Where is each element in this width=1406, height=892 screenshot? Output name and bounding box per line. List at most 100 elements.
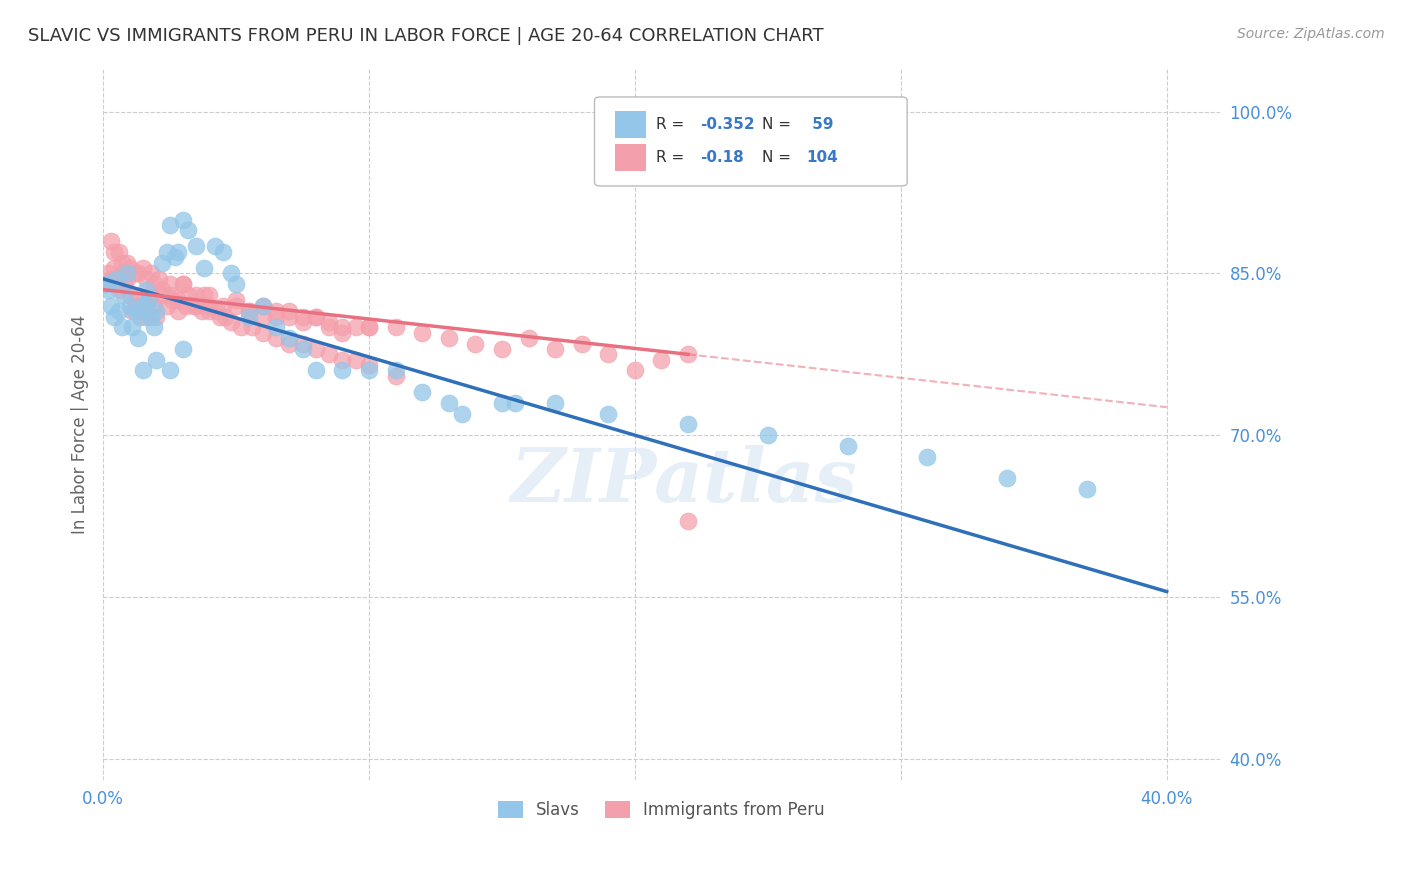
Slavs (291, 342, 314, 356)
Slavs (995, 471, 1018, 485)
Slavs (332, 363, 354, 377)
Immigrants from Peru (384, 368, 406, 383)
Slavs (503, 396, 526, 410)
Slavs (837, 439, 859, 453)
Immigrants from Peru (332, 352, 354, 367)
Slavs (172, 342, 194, 356)
Immigrants from Peru (136, 293, 159, 308)
Slavs (159, 218, 181, 232)
Immigrants from Peru (132, 299, 155, 313)
Immigrants from Peru (676, 515, 699, 529)
Immigrants from Peru (166, 293, 188, 308)
Slavs (111, 320, 134, 334)
Immigrants from Peru (142, 277, 165, 292)
Immigrants from Peru (650, 352, 672, 367)
Immigrants from Peru (186, 288, 208, 302)
Immigrants from Peru (118, 288, 141, 302)
Slavs (108, 304, 131, 318)
Immigrants from Peru (127, 299, 149, 313)
Slavs (177, 223, 200, 237)
Immigrants from Peru (318, 347, 340, 361)
Immigrants from Peru (211, 299, 233, 313)
Slavs (211, 244, 233, 259)
Slavs (238, 310, 260, 324)
Text: R =: R = (657, 117, 689, 132)
Immigrants from Peru (115, 272, 138, 286)
Immigrants from Peru (332, 326, 354, 340)
Slavs (278, 331, 301, 345)
Text: SLAVIC VS IMMIGRANTS FROM PERU IN LABOR FORCE | AGE 20-64 CORRELATION CHART: SLAVIC VS IMMIGRANTS FROM PERU IN LABOR … (28, 27, 824, 45)
Slavs (145, 352, 167, 367)
Immigrants from Peru (291, 310, 314, 324)
Slavs (252, 299, 274, 313)
Slavs (139, 310, 162, 324)
Slavs (129, 310, 152, 324)
Immigrants from Peru (121, 304, 143, 318)
Immigrants from Peru (214, 310, 236, 324)
Immigrants from Peru (108, 244, 131, 259)
Slavs (145, 304, 167, 318)
Immigrants from Peru (598, 347, 620, 361)
Immigrants from Peru (225, 293, 247, 308)
Immigrants from Peru (115, 255, 138, 269)
Immigrants from Peru (108, 283, 131, 297)
Immigrants from Peru (305, 310, 328, 324)
Immigrants from Peru (384, 320, 406, 334)
Immigrants from Peru (135, 310, 157, 324)
Slavs (225, 277, 247, 292)
Immigrants from Peru (100, 234, 122, 248)
Slavs (264, 320, 287, 334)
Immigrants from Peru (219, 315, 242, 329)
Text: N =: N = (762, 117, 796, 132)
Slavs (103, 310, 125, 324)
Immigrants from Peru (174, 299, 197, 313)
Immigrants from Peru (411, 326, 433, 340)
FancyBboxPatch shape (614, 144, 645, 171)
Immigrants from Peru (357, 358, 380, 372)
Immigrants from Peru (291, 336, 314, 351)
Immigrants from Peru (238, 304, 260, 318)
Immigrants from Peru (103, 244, 125, 259)
Immigrants from Peru (129, 304, 152, 318)
Slavs (100, 299, 122, 313)
Immigrants from Peru (571, 336, 593, 351)
Immigrants from Peru (278, 310, 301, 324)
Immigrants from Peru (166, 304, 188, 318)
Slavs (150, 255, 173, 269)
Legend: Slavs, Immigrants from Peru: Slavs, Immigrants from Peru (491, 794, 832, 825)
Slavs (172, 212, 194, 227)
Slavs (756, 428, 779, 442)
Immigrants from Peru (145, 310, 167, 324)
Slavs (437, 396, 460, 410)
Immigrants from Peru (231, 320, 253, 334)
Text: N =: N = (762, 150, 796, 165)
Slavs (118, 299, 141, 313)
Slavs (204, 239, 226, 253)
FancyBboxPatch shape (614, 112, 645, 138)
Slavs (676, 417, 699, 432)
Immigrants from Peru (264, 310, 287, 324)
Immigrants from Peru (172, 277, 194, 292)
Slavs (219, 267, 242, 281)
Immigrants from Peru (624, 363, 647, 377)
Immigrants from Peru (198, 288, 221, 302)
Immigrants from Peru (183, 299, 205, 313)
Immigrants from Peru (142, 299, 165, 313)
Immigrants from Peru (132, 260, 155, 275)
Slavs (97, 283, 120, 297)
Slavs (451, 407, 474, 421)
Immigrants from Peru (148, 272, 170, 286)
Immigrants from Peru (97, 267, 120, 281)
Immigrants from Peru (305, 310, 328, 324)
Immigrants from Peru (124, 293, 146, 308)
Immigrants from Peru (105, 277, 128, 292)
Slavs (132, 299, 155, 313)
Immigrants from Peru (103, 260, 125, 275)
Y-axis label: In Labor Force | Age 20-64: In Labor Force | Age 20-64 (72, 315, 89, 534)
Immigrants from Peru (676, 347, 699, 361)
Slavs (305, 363, 328, 377)
Immigrants from Peru (139, 288, 162, 302)
Immigrants from Peru (127, 267, 149, 281)
Immigrants from Peru (172, 277, 194, 292)
Immigrants from Peru (186, 299, 208, 313)
